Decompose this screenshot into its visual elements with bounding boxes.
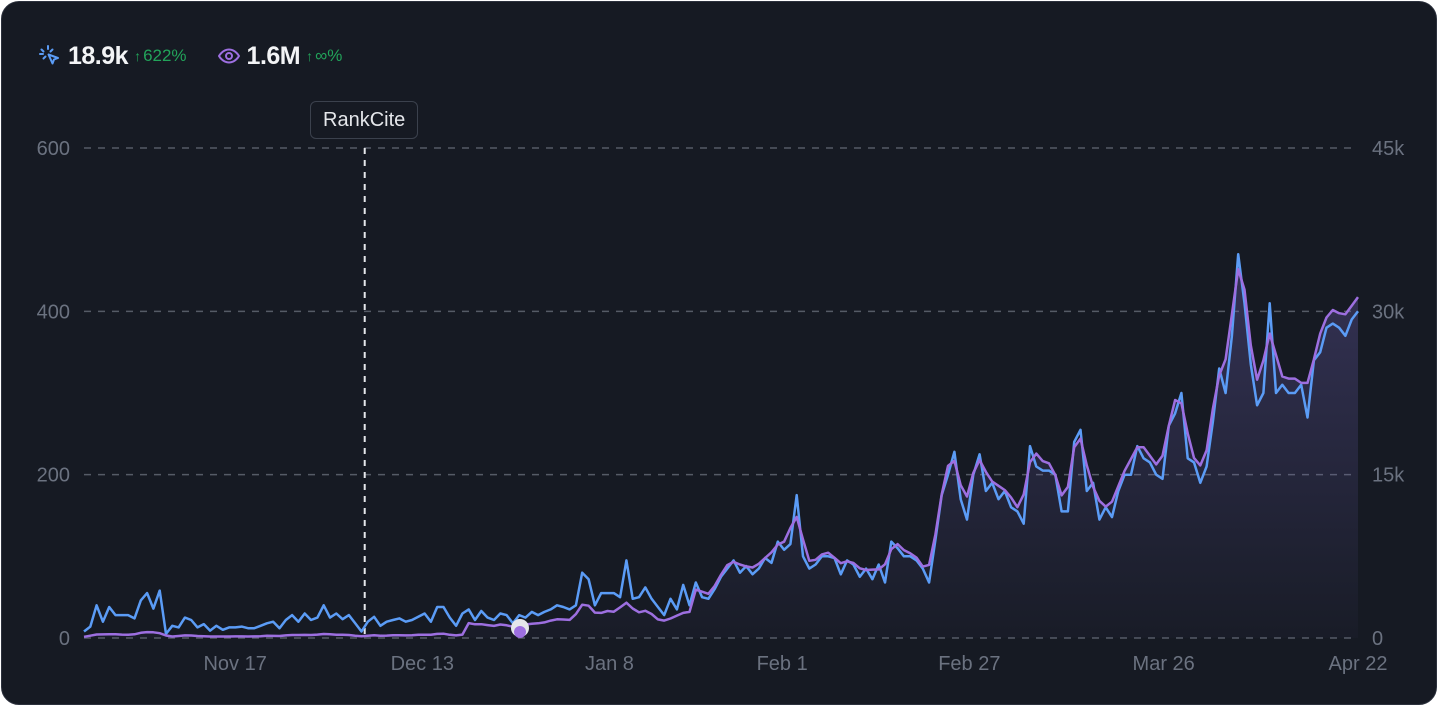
views-stat[interactable]: 1.6M ↑ ∞% bbox=[217, 41, 343, 71]
clicks-change: 622% bbox=[143, 46, 187, 65]
y-right-tick-label: 0 bbox=[1372, 628, 1383, 650]
stats-bar: 18.9k ↑ 622% 1.6M ↑ ∞% bbox=[38, 40, 372, 72]
cursor-click-icon bbox=[38, 44, 62, 68]
views-series-line bbox=[83, 268, 1360, 639]
y-right-tick-label: 45k bbox=[1372, 138, 1405, 160]
clicks-value: 18.9k bbox=[68, 41, 129, 70]
x-tick-label: Feb 27 bbox=[938, 653, 1000, 675]
x-tick-label: Apr 22 bbox=[1329, 653, 1388, 675]
x-tick-label: Nov 17 bbox=[203, 653, 266, 675]
x-tick-label: Jan 8 bbox=[585, 653, 634, 675]
annotation-marker[interactable] bbox=[511, 619, 529, 638]
arrow-up-icon: ↑ bbox=[134, 48, 142, 64]
y-right-tick-label: 30k bbox=[1372, 301, 1405, 323]
x-tick-label: Mar 26 bbox=[1133, 653, 1195, 675]
y-left-tick-label: 200 bbox=[37, 465, 70, 487]
x-tick-label: Dec 13 bbox=[391, 653, 454, 675]
views-area bbox=[84, 269, 1358, 638]
views-change: ∞% bbox=[315, 46, 343, 65]
y-left-tick-label: 600 bbox=[37, 138, 70, 160]
y-right-tick-label: 15k bbox=[1372, 465, 1405, 487]
views-value: 1.6M bbox=[246, 41, 301, 70]
y-left-tick-label: 400 bbox=[37, 301, 70, 323]
annotation-label[interactable]: RankCite bbox=[310, 101, 419, 139]
y-left-tick-label: 0 bbox=[59, 628, 70, 650]
clicks-stat[interactable]: 18.9k ↑ 622% bbox=[38, 42, 187, 71]
eye-icon bbox=[217, 44, 241, 68]
marker-dot bbox=[514, 626, 526, 638]
x-tick-label: Feb 1 bbox=[757, 653, 808, 675]
arrow-up-icon: ↑ bbox=[306, 48, 314, 64]
